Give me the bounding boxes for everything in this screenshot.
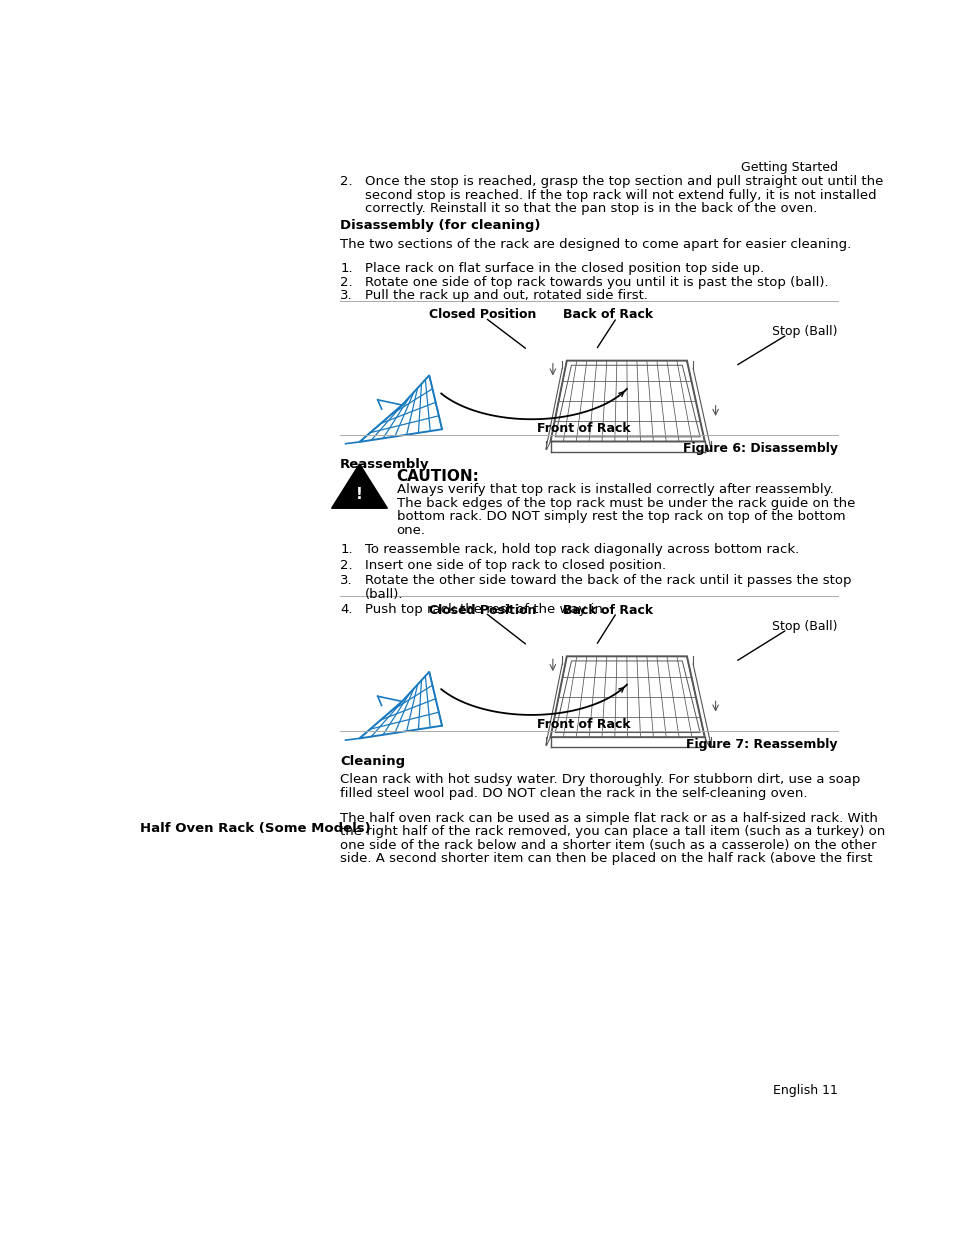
Text: 1.: 1. xyxy=(340,262,353,275)
Text: Getting Started: Getting Started xyxy=(740,162,837,174)
Text: 2.: 2. xyxy=(340,275,353,289)
Text: Front of Rack: Front of Rack xyxy=(537,421,630,435)
Text: Place rack on flat surface in the closed position top side up.: Place rack on flat surface in the closed… xyxy=(365,262,763,275)
Text: side. A second shorter item can then be placed on the half rack (above the first: side. A second shorter item can then be … xyxy=(340,852,872,866)
Text: Once the stop is reached, grasp the top section and pull straight out until the: Once the stop is reached, grasp the top … xyxy=(365,175,882,188)
Text: Rotate the other side toward the back of the rack until it passes the stop: Rotate the other side toward the back of… xyxy=(365,574,850,587)
Text: The half oven rack can be used as a simple flat rack or as a half-sized rack. Wi: The half oven rack can be used as a simp… xyxy=(340,811,877,825)
Text: (ball).: (ball). xyxy=(365,588,403,600)
Text: Disassembly (for cleaning): Disassembly (for cleaning) xyxy=(340,219,540,232)
Text: bottom rack. DO NOT simply rest the top rack on top of the bottom: bottom rack. DO NOT simply rest the top … xyxy=(396,510,844,524)
Text: Push top rack the rest of the way in.: Push top rack the rest of the way in. xyxy=(365,603,606,616)
Text: CAUTION:: CAUTION: xyxy=(396,469,479,484)
Polygon shape xyxy=(332,464,387,509)
Text: 2.: 2. xyxy=(340,175,353,188)
Text: Figure 7: Reassembly: Figure 7: Reassembly xyxy=(685,739,837,751)
Text: the right half of the rack removed, you can place a tall item (such as a turkey): the right half of the rack removed, you … xyxy=(340,825,884,839)
Text: Clean rack with hot sudsy water. Dry thoroughly. For stubborn dirt, use a soap: Clean rack with hot sudsy water. Dry tho… xyxy=(340,773,860,787)
Text: 4.: 4. xyxy=(340,603,353,616)
Text: Closed Position: Closed Position xyxy=(429,604,536,618)
Text: The back edges of the top rack must be under the rack guide on the: The back edges of the top rack must be u… xyxy=(396,496,854,510)
Text: correctly. Reinstall it so that the pan stop is in the back of the oven.: correctly. Reinstall it so that the pan … xyxy=(365,203,817,215)
Text: one side of the rack below and a shorter item (such as a casserole) on the other: one side of the rack below and a shorter… xyxy=(340,839,876,852)
Text: 3.: 3. xyxy=(340,289,353,303)
Text: Stop (Ball): Stop (Ball) xyxy=(771,620,837,634)
Text: one.: one. xyxy=(396,524,425,536)
Text: Cleaning: Cleaning xyxy=(340,755,405,768)
Text: English 11: English 11 xyxy=(772,1084,837,1097)
Text: Front of Rack: Front of Rack xyxy=(537,718,630,731)
Text: Reassembly: Reassembly xyxy=(340,458,429,471)
Text: second stop is reached. If the top rack will not extend fully, it is not install: second stop is reached. If the top rack … xyxy=(365,189,876,201)
Text: Pull the rack up and out, rotated side first.: Pull the rack up and out, rotated side f… xyxy=(365,289,647,303)
Text: The two sections of the rack are designed to come apart for easier cleaning.: The two sections of the rack are designe… xyxy=(340,238,850,251)
Text: Closed Position: Closed Position xyxy=(429,309,536,321)
Text: Back of Rack: Back of Rack xyxy=(562,309,652,321)
Text: !: ! xyxy=(355,487,362,503)
Text: Back of Rack: Back of Rack xyxy=(562,604,652,618)
Text: Always verify that top rack is installed correctly after reassembly.: Always verify that top rack is installed… xyxy=(396,483,833,496)
Text: 1.: 1. xyxy=(340,543,353,556)
Text: Insert one side of top rack to closed position.: Insert one side of top rack to closed po… xyxy=(365,558,665,572)
Text: filled steel wool pad. DO NOT clean the rack in the self-cleaning oven.: filled steel wool pad. DO NOT clean the … xyxy=(340,787,807,800)
Text: Stop (Ball): Stop (Ball) xyxy=(771,325,837,338)
Text: To reassemble rack, hold top rack diagonally across bottom rack.: To reassemble rack, hold top rack diagon… xyxy=(365,543,799,556)
Text: Rotate one side of top rack towards you until it is past the stop (ball).: Rotate one side of top rack towards you … xyxy=(365,275,828,289)
Text: 2.: 2. xyxy=(340,558,353,572)
Text: Half Oven Rack (Some Models): Half Oven Rack (Some Models) xyxy=(140,823,371,835)
Text: 3.: 3. xyxy=(340,574,353,587)
Text: Figure 6: Disassembly: Figure 6: Disassembly xyxy=(682,442,837,456)
